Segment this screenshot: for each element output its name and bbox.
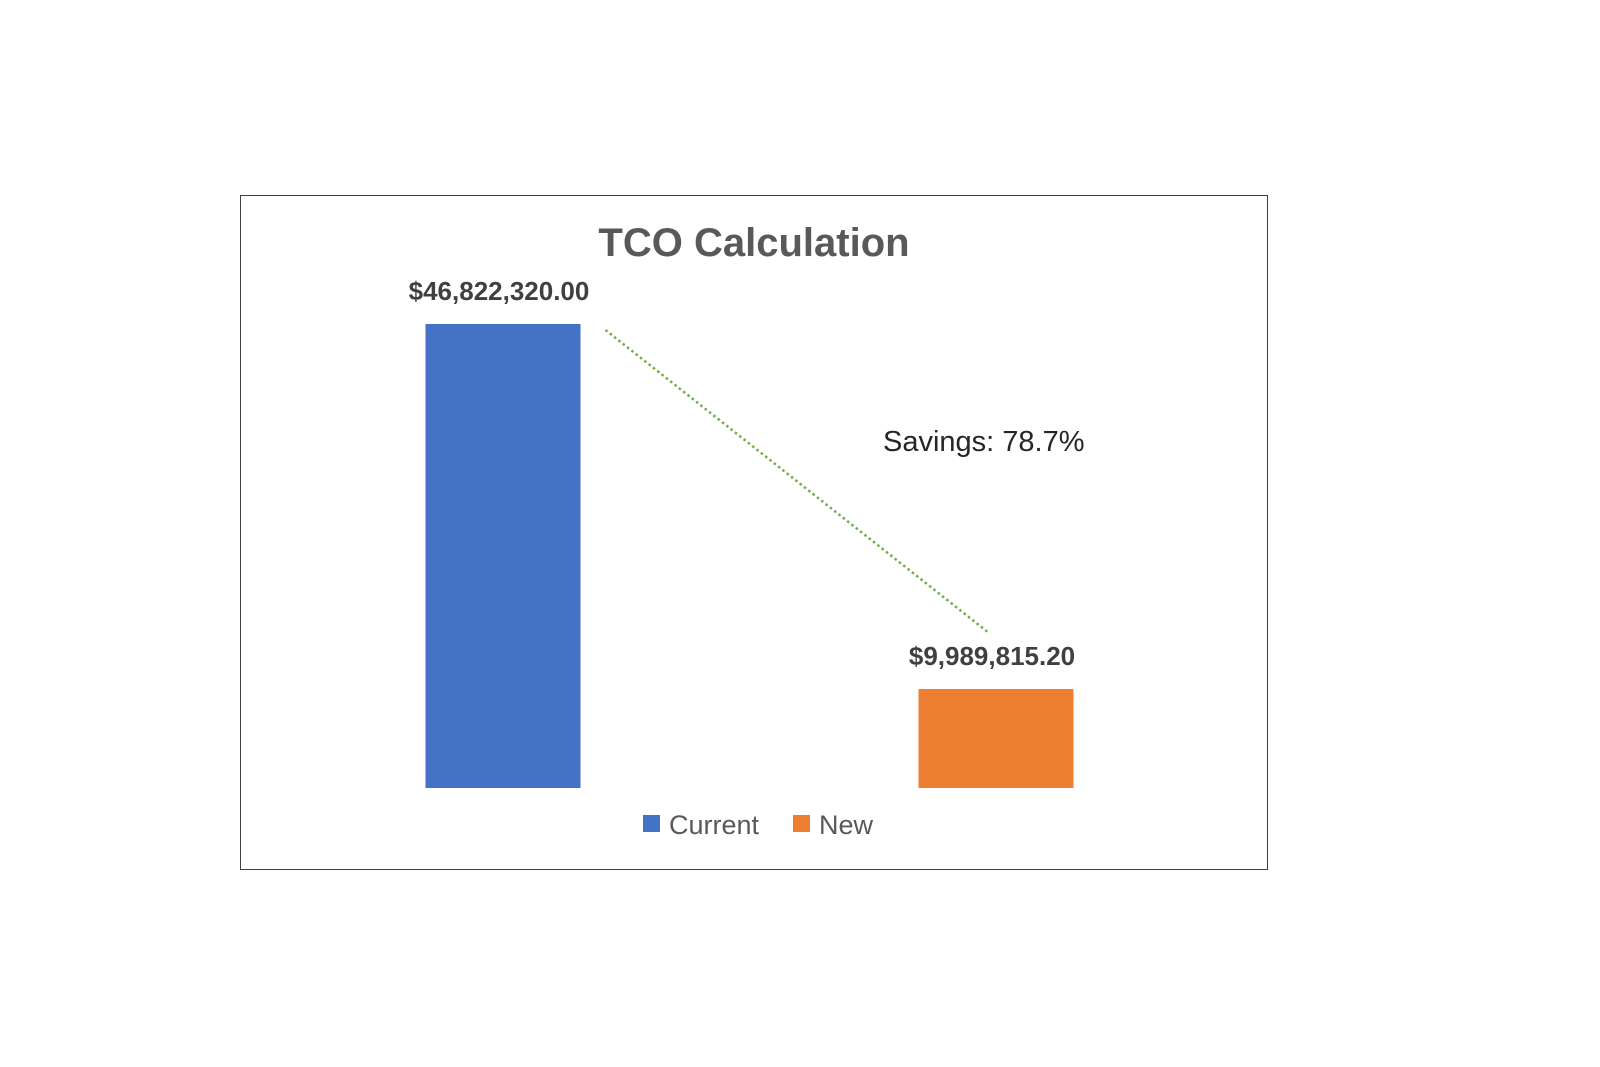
chart-title: TCO Calculation <box>598 221 909 265</box>
legend-label-current: Current <box>669 810 760 840</box>
tco-chart: TCO Calculation $46,822,320.00 $9,989,815… <box>409 221 1085 840</box>
bar-new <box>918 689 1074 788</box>
connector-layer <box>604 329 990 634</box>
bar-current <box>425 324 581 788</box>
chart-frame: TCO Calculation $46,822,320.00 $9,989,815… <box>240 195 1268 870</box>
savings-connector-line <box>604 329 990 634</box>
labels-layer: $46,822,320.00 $9,989,815.20 <box>409 276 1076 671</box>
bars-layer <box>425 324 1074 788</box>
legend: Current New <box>643 810 874 840</box>
savings-annotation: Savings: 78.7% <box>883 426 1085 458</box>
value-label-new: $9,989,815.20 <box>909 641 1075 671</box>
legend-label-new: New <box>819 810 874 840</box>
value-label-current: $46,822,320.00 <box>409 276 590 306</box>
legend-swatch-new <box>793 815 810 832</box>
legend-swatch-current <box>643 815 660 832</box>
